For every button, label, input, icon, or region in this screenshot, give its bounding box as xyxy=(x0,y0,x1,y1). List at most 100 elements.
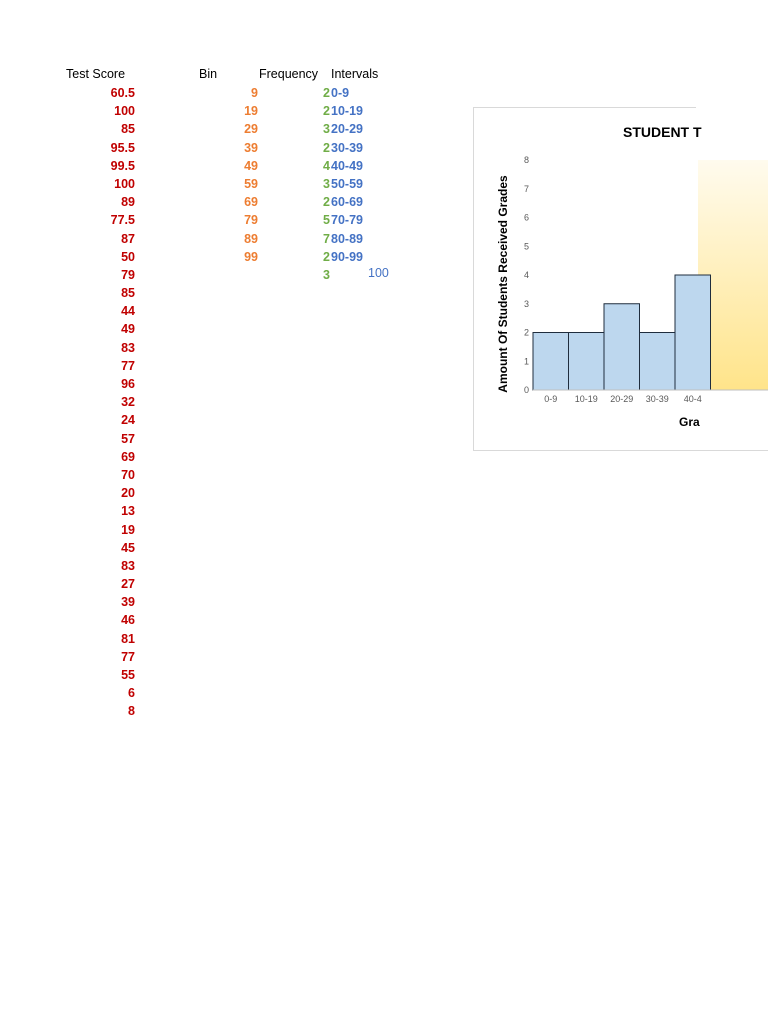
chart-cut-edge xyxy=(696,107,768,108)
test-score-cell: 46 xyxy=(121,613,135,628)
interval-cell: 70-79 xyxy=(331,213,363,228)
interval-cell: 40-49 xyxy=(331,158,363,173)
test-score-cell: 100 xyxy=(114,104,135,119)
frequency-cell: 2 xyxy=(323,249,330,264)
test-score-cell: 96 xyxy=(121,377,135,391)
y-tick-label: 5 xyxy=(524,241,529,251)
test-score-cell: 89 xyxy=(121,195,135,210)
frequency-cell: 3 xyxy=(323,176,330,191)
bin-cell: 9 xyxy=(251,86,258,100)
bin-cell: 79 xyxy=(244,213,258,228)
y-tick-label: 2 xyxy=(524,328,529,338)
test-score-cell: 24 xyxy=(121,413,135,428)
test-score-cell: 55 xyxy=(121,668,135,682)
frequency-cell: 2 xyxy=(323,195,330,210)
bin-cell: 99 xyxy=(244,249,258,264)
test-score-cell: 95.5 xyxy=(110,140,135,155)
test-score-cell: 77 xyxy=(121,358,135,373)
histogram-bar[interactable] xyxy=(603,303,640,391)
test-score-cell: 20 xyxy=(121,486,135,501)
test-score-cell: 8 xyxy=(128,704,135,719)
bin-cell: 19 xyxy=(244,104,258,119)
frequency-cell: 3 xyxy=(323,267,330,282)
y-tick-label: 6 xyxy=(524,213,529,223)
interval-cell: 80-89 xyxy=(331,231,363,246)
test-score-cell: 83 xyxy=(121,558,135,573)
x-tick-label: 40-4 xyxy=(684,394,702,404)
interval-cell: 10-19 xyxy=(331,104,363,119)
y-tick-label: 7 xyxy=(524,184,529,194)
test-score-cell: 32 xyxy=(121,395,135,410)
test-score-cell: 19 xyxy=(121,522,135,537)
y-tick-label: 1 xyxy=(524,356,529,366)
y-tick-label: 4 xyxy=(524,270,529,280)
interval-cell: 20-29 xyxy=(331,122,363,137)
test-score-cell: 85 xyxy=(121,286,135,301)
frequency-cell: 2 xyxy=(323,86,330,100)
test-score-cell: 77.5 xyxy=(110,213,135,228)
test-score-cell: 45 xyxy=(121,540,135,555)
bin-header: Bin xyxy=(199,67,218,81)
bin-cell: 29 xyxy=(244,122,258,137)
histogram-bar[interactable] xyxy=(568,332,605,391)
histogram-bar[interactable] xyxy=(532,332,569,391)
frequency-cell: 5 xyxy=(323,213,330,228)
histogram-bar[interactable] xyxy=(639,332,676,391)
test-score-cell: 87 xyxy=(121,231,135,246)
test-score-cell: 69 xyxy=(121,449,135,464)
chart-svg: 0 1 2 3 4 5 6 7 8 0-9 10-19 20-29 30-39 40-4 STUDENT … xyxy=(496,124,768,429)
x-tick-label: 0-9 xyxy=(544,394,557,404)
test-score-cell: 6 xyxy=(128,686,135,701)
bin-cell: 89 xyxy=(244,231,258,246)
bin-cell: 49 xyxy=(244,158,258,173)
interval-cell: 90-99 xyxy=(331,249,363,264)
y-tick-label: 8 xyxy=(524,155,529,165)
interval-cell: 60-69 xyxy=(331,195,363,210)
x-axis-label: Gra xyxy=(679,415,700,429)
y-tick-label: 0 xyxy=(524,385,529,395)
x-tick-label: 10-19 xyxy=(575,394,598,404)
test-score-column: 60.5 100 85 95.5 99.5 100 89 77.5 87 50 79 85 44 49 83… xyxy=(40,84,135,721)
interval-cell: 30-39 xyxy=(331,140,363,155)
intervals-header: Intervals xyxy=(331,67,379,81)
histogram-chart[interactable]: 0 1 2 3 4 5 6 7 8 0-9 10-19 20-29 30-39 40-4 STUDENT … xyxy=(473,107,768,451)
frequency-column: 2 2 3 2 4 3 2 5 7 2 3 xyxy=(290,84,330,284)
x-tick-label: 30-39 xyxy=(646,394,669,404)
test-score-cell: 60.5 xyxy=(110,86,135,100)
bin-column: 9 19 29 39 49 59 69 79 89 99 xyxy=(200,84,258,266)
test-score-header: Test Score xyxy=(66,67,126,81)
test-score-cell: 79 xyxy=(121,267,135,282)
interval-cell: 50-59 xyxy=(331,176,363,191)
test-score-cell: 81 xyxy=(121,631,135,646)
frequency-header: Frequency xyxy=(259,67,319,81)
test-score-cell: 13 xyxy=(121,504,135,519)
extra-interval-cell: 100 xyxy=(368,266,389,280)
x-tick-label: 20-29 xyxy=(610,394,633,404)
test-score-cell: 100 xyxy=(114,176,135,191)
frequency-cell: 7 xyxy=(323,231,330,246)
test-score-cell: 49 xyxy=(121,322,135,337)
bin-cell: 59 xyxy=(244,176,258,191)
test-score-cell: 77 xyxy=(121,649,135,664)
frequency-cell: 2 xyxy=(323,104,330,119)
test-score-cell: 44 xyxy=(121,304,135,319)
bin-cell: 39 xyxy=(244,140,258,155)
frequency-cell: 4 xyxy=(323,158,330,173)
y-tick-label: 3 xyxy=(524,299,529,309)
test-score-cell: 85 xyxy=(121,122,135,137)
frequency-cell: 3 xyxy=(323,122,330,137)
test-score-cell: 83 xyxy=(121,340,135,355)
y-axis-label: Amount Of Students Received Grades xyxy=(496,175,510,393)
frequency-cell: 2 xyxy=(323,140,330,155)
test-score-cell: 50 xyxy=(121,249,135,264)
intervals-column: 0-9 10-19 20-29 30-39 40-49 50-59 60-69 70-79 80… xyxy=(331,84,411,266)
histogram-bar[interactable] xyxy=(674,274,711,391)
test-score-cell: 70 xyxy=(121,467,135,482)
test-score-cell: 99.5 xyxy=(110,158,135,173)
test-score-cell: 39 xyxy=(121,595,135,610)
chart-title: STUDENT T xyxy=(623,124,702,140)
test-score-cell: 27 xyxy=(121,577,135,592)
interval-cell: 0-9 xyxy=(331,86,350,100)
test-score-cell: 57 xyxy=(121,431,135,446)
bin-cell: 69 xyxy=(244,195,258,210)
